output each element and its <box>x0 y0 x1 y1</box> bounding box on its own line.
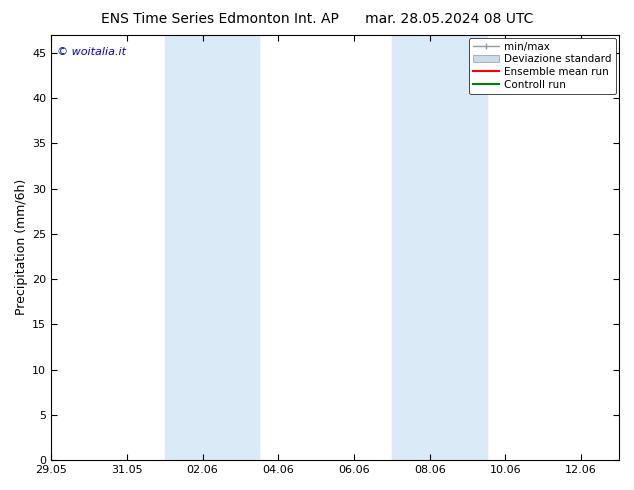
Bar <box>165 35 259 460</box>
Y-axis label: Precipitation (mm/6h): Precipitation (mm/6h) <box>15 179 28 316</box>
Bar <box>392 35 486 460</box>
Legend: min/max, Deviazione standard, Ensemble mean run, Controll run: min/max, Deviazione standard, Ensemble m… <box>469 38 616 94</box>
Text: © woitalia.it: © woitalia.it <box>57 48 126 57</box>
Text: ENS Time Series Edmonton Int. AP      mar. 28.05.2024 08 UTC: ENS Time Series Edmonton Int. AP mar. 28… <box>101 12 533 26</box>
